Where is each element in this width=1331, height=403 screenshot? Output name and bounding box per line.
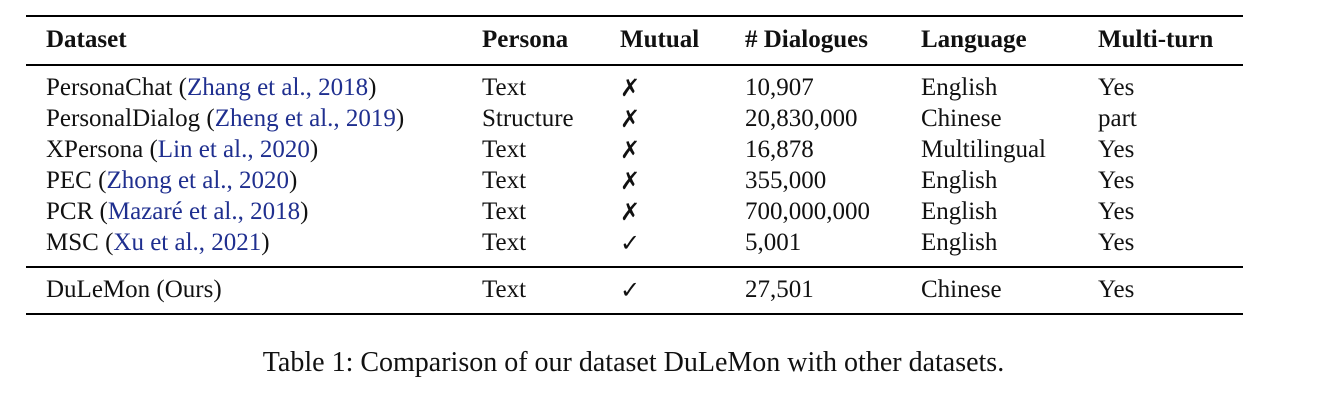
persona-cell: Text	[482, 136, 527, 163]
persona-cell: Text	[482, 229, 527, 256]
dataset-cell: PEC (Zhong et al., 2020)	[46, 167, 298, 194]
language-cell: English	[921, 198, 998, 225]
dataset-cell: DuLeMon (Ours)	[46, 276, 222, 303]
dataset-cell: PCR (Mazaré et al., 2018)	[46, 198, 309, 225]
header-multi-turn: Multi-turn	[1098, 26, 1214, 53]
dataset-name: PersonalDialog	[46, 105, 201, 132]
citation-link[interactable]: Zheng et al., 2019	[214, 105, 396, 132]
citation-link[interactable]: Zhong et al., 2020	[106, 167, 290, 194]
persona-cell: Text	[482, 276, 527, 303]
dataset-name: PEC	[46, 167, 92, 194]
cross-icon: ✗	[619, 74, 641, 102]
check-icon: ✓	[619, 229, 641, 257]
header-language: Language	[921, 26, 1027, 53]
cross-icon: ✗	[619, 167, 641, 195]
dataset-cell: PersonalDialog (Zheng et al., 2019)	[46, 105, 405, 132]
language-cell: Chinese	[921, 105, 1002, 132]
table-separator-rule	[26, 266, 1243, 268]
check-icon: ✓	[619, 276, 641, 304]
citation-link[interactable]: Zhang et al., 2018	[186, 74, 369, 101]
citation-link[interactable]: Mazaré et al., 2018	[107, 198, 301, 225]
dialogues-cell: 20,830,000	[745, 105, 858, 132]
header-persona: Persona	[482, 26, 569, 53]
table-top-rule	[26, 15, 1243, 17]
language-cell: English	[921, 229, 998, 256]
language-cell: Multilingual	[921, 136, 1046, 163]
dataset-cell: PersonaChat (Zhang et al., 2018)	[46, 74, 377, 101]
multi-turn-cell: Yes	[1098, 167, 1135, 194]
table-header-rule	[26, 64, 1243, 66]
multi-turn-cell: part	[1098, 105, 1137, 132]
dialogues-cell: 10,907	[745, 74, 814, 101]
citation-link[interactable]: Xu et al., 2021	[113, 229, 262, 256]
multi-turn-cell: Yes	[1098, 276, 1135, 303]
dataset-name: PersonaChat	[46, 74, 173, 101]
persona-cell: Text	[482, 198, 527, 225]
cross-icon: ✗	[619, 136, 641, 164]
persona-cell: Text	[482, 74, 527, 101]
persona-cell: Text	[482, 167, 527, 194]
dataset-name: MSC	[46, 229, 99, 256]
multi-turn-cell: Yes	[1098, 136, 1135, 163]
language-cell: English	[921, 167, 998, 194]
dialogues-cell: 16,878	[745, 136, 814, 163]
header-dialogues: # Dialogues	[745, 26, 868, 53]
dataset-cell: XPersona (Lin et al., 2020)	[46, 136, 319, 163]
dialogues-cell: 355,000	[745, 167, 827, 194]
citation-link[interactable]: Lin et al., 2020	[157, 136, 310, 163]
dialogues-cell: 5,001	[745, 229, 802, 256]
dataset-name: XPersona	[46, 136, 144, 163]
language-cell: English	[921, 74, 998, 101]
cross-icon: ✗	[619, 105, 641, 133]
header-mutual: Mutual	[620, 26, 700, 53]
dataset-cell: MSC (Xu et al., 2021)	[46, 229, 270, 256]
table-caption: Table 1: Comparison of our dataset DuLeM…	[262, 347, 1005, 378]
cross-icon: ✗	[619, 198, 641, 226]
dataset-name: PCR	[46, 198, 94, 225]
multi-turn-cell: Yes	[1098, 74, 1135, 101]
table-bottom-rule	[26, 313, 1243, 315]
persona-cell: Structure	[482, 105, 574, 132]
header-dataset: Dataset	[46, 26, 127, 53]
multi-turn-cell: Yes	[1098, 229, 1135, 256]
dialogues-cell: 27,501	[745, 276, 814, 303]
language-cell: Chinese	[921, 276, 1002, 303]
dialogues-cell: 700,000,000	[745, 198, 870, 225]
multi-turn-cell: Yes	[1098, 198, 1135, 225]
